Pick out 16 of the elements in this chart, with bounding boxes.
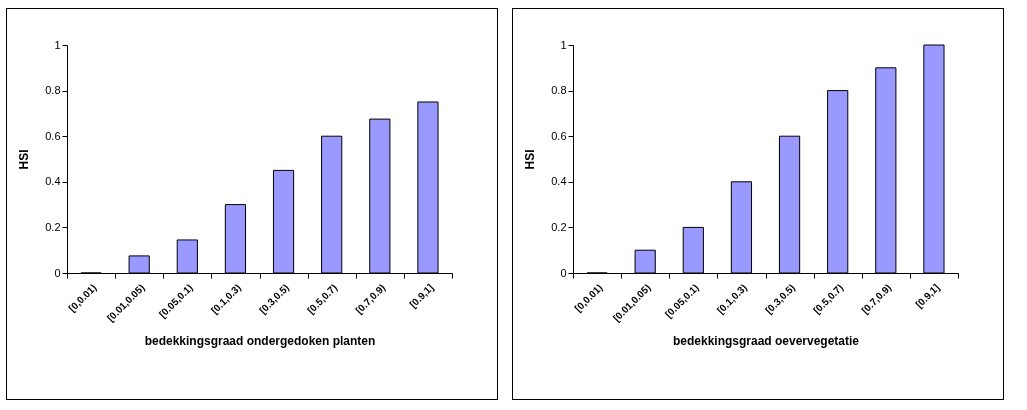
y-tick-label: 1 [560, 38, 567, 51]
y-tick-label: 0 [54, 266, 61, 279]
y-tick-label: 0.6 [551, 129, 567, 142]
y-tick-label: 0.4 [551, 175, 567, 188]
x-axis-title: bedekkingsgraad ondergedoken planten [144, 333, 376, 348]
y-tick-label: 1 [54, 38, 61, 51]
y-axis-title: HSI [523, 149, 538, 170]
y-tick-label: 0.4 [45, 175, 61, 188]
y-tick-label: 0 [560, 266, 567, 279]
y-tick-label: 0.6 [45, 129, 61, 142]
y-tick-label: 0.8 [551, 84, 567, 97]
y-axis-title: HSI [17, 149, 32, 170]
x-axis-title: bedekkingsgraad oevervegetatie [672, 333, 860, 348]
y-tick-label: 0.8 [45, 84, 61, 97]
y-tick-label: 0.2 [551, 220, 567, 233]
y-tick-label: 0.2 [45, 220, 61, 233]
